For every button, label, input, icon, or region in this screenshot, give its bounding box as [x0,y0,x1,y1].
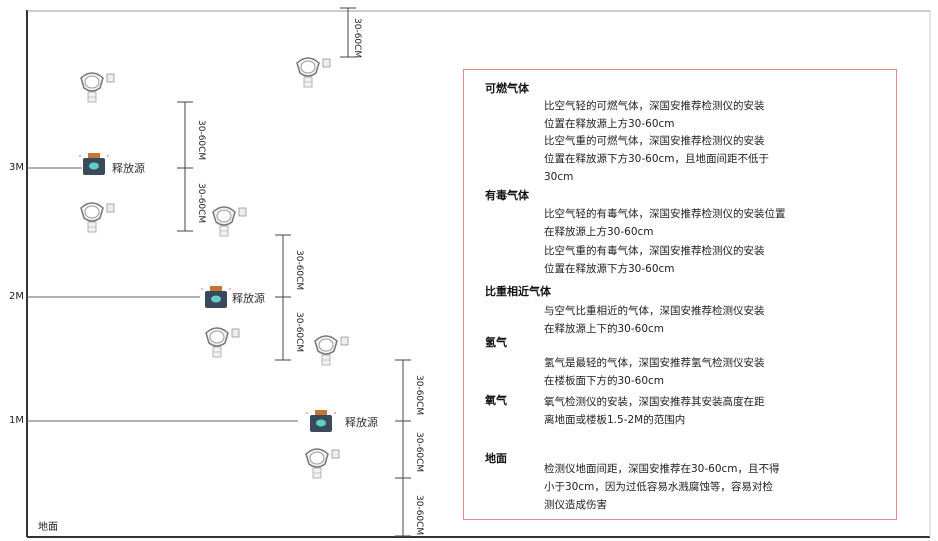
section-text: 在楼板面下方的30-60cm [544,375,665,387]
source-label: 释放源 [112,162,145,175]
section-title: 比重相近气体 [485,285,551,298]
section-text: 氧气检测仪的安装，深国安推荐其安装高度在距 [544,396,765,408]
section-text: 小于30cm，因为过低容易水溅腐蚀等，容易对检 [544,481,773,493]
section-text: 比空气轻的有毒气体，深国安推荐检测仪的安装位置 [544,208,786,220]
dimension-label: 30-60CM [294,250,304,291]
release-source-icon [201,286,231,308]
section-title: 可燃气体 [485,82,529,95]
section-text: 在释放源上方30-60cm [544,226,654,238]
gas-detector-icon [212,206,247,237]
section-text: 检测仪地面间距，深国安推荐在30-60cm，且不得 [544,463,780,475]
level-1m: 1M [9,415,24,426]
dimension-label: 30-60CM [352,18,362,59]
release-source-icon [79,153,109,175]
source-label: 释放源 [232,292,265,305]
gas-detector-icon [314,335,349,366]
dimension-label: 30-60CM [196,120,206,161]
gas-detector-icon [305,448,340,479]
section-text: 氢气是最轻的气体，深国安推荐氢气检测仪安装 [544,357,765,369]
dimension-label: 30-60CM [196,183,206,224]
level-3m: 3M [9,162,24,173]
source-label: 释放源 [345,416,378,429]
section-text: 离地面或楼板1.5-2M的范围内 [544,414,686,426]
gas-detector-icon [80,72,115,103]
gas-detector-icon [296,57,331,88]
section-title: 氧气 [485,394,507,407]
section-title: 氢气 [485,336,507,349]
floor-label: 地面 [38,522,58,533]
level-2m: 2M [9,291,24,302]
dimension-label: 30-60CM [414,375,424,416]
section-title: 有毒气体 [485,189,529,202]
section-title: 地面 [485,452,507,465]
section-text: 位置在释放源上方30-60cm [544,118,675,130]
gas-detector-icon [205,327,240,358]
section-text: 在释放源上下的30-60cm [544,323,665,335]
section-text: 位置在释放源下方30-60cm [544,263,675,275]
section-text: 位置在释放源下方30-60cm，且地面间距不低于 [544,153,770,165]
section-text: 30cm [544,171,574,183]
gas-detector-icon [80,202,115,233]
section-text: 测仪造成伤害 [544,499,607,511]
dimension-label: 30-60CM [294,312,304,353]
release-source-icon [306,410,336,432]
section-text: 比空气轻的可燃气体，深国安推荐检测仪的安装 [544,100,765,112]
section-text: 比空气重的可燃气体，深国安推荐检测仪的安装 [544,135,765,147]
section-text: 比空气重的有毒气体，深国安推荐检测仪的安装 [544,245,765,257]
info-panel: 可燃气体比空气轻的可燃气体，深国安推荐检测仪的安装 位置在释放源上方30-60cm… [463,69,897,520]
dimension-label: 30-60CM [414,432,424,473]
dimension-label: 30-60CM [414,495,424,536]
section-text: 与空气比重相近的气体，深国安推荐检测仪安装 [544,305,765,317]
